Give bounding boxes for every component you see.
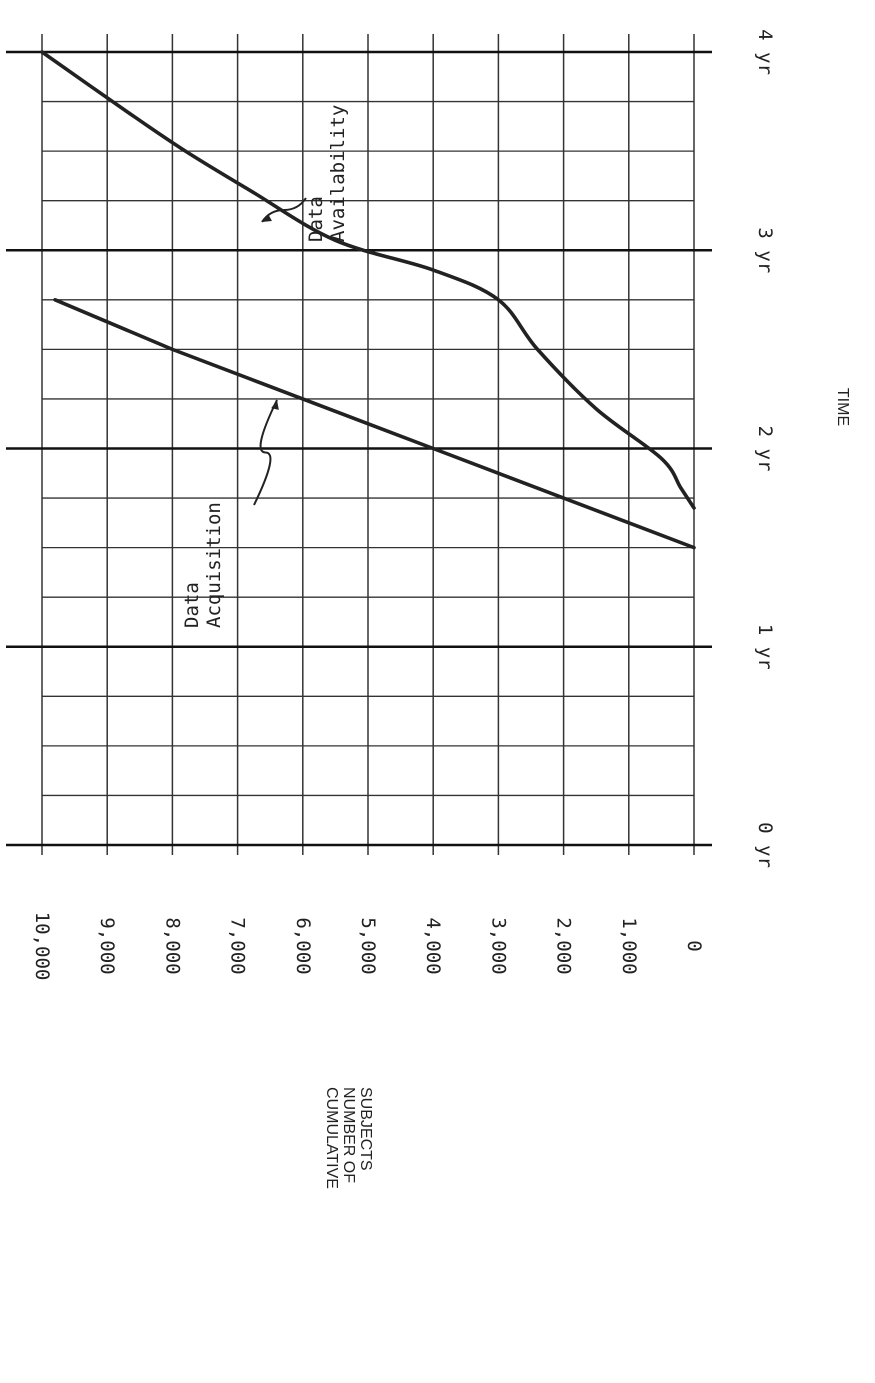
x-axis-title: TIME — [834, 388, 851, 426]
y-tick-label: 0 — [683, 940, 705, 951]
y-tick-label: 5,000 — [357, 917, 379, 974]
label-data-acquisition: Data — [181, 582, 203, 628]
x-tick-label: 3 yr — [754, 227, 776, 273]
y-tick-label: 10,000 — [31, 912, 53, 981]
y-tick-label: 6,000 — [292, 917, 314, 974]
x-tick-label: 0 yr — [754, 822, 776, 868]
label-data-availability: Availability — [327, 105, 349, 242]
y-axis-title: CUMULATIVE NUMBER OF SUBJECTS — [323, 1087, 374, 1189]
grid-minor-lines — [41, 34, 695, 855]
y-tick-label: 1,000 — [618, 917, 640, 974]
y-tick-label: 3,000 — [487, 917, 509, 974]
series-lines — [40, 50, 696, 550]
pointer-arrowhead — [271, 400, 279, 410]
pointer-arrowhead — [262, 214, 272, 222]
x-tick-labels: 0 yr 1 yr 2 yr 3 yr 4 yr — [754, 29, 776, 868]
x-tick-label: 1 yr — [754, 624, 776, 670]
y-tick-label: 9,000 — [96, 917, 118, 974]
y-axis-title-line-3: SUBJECTS — [357, 1087, 374, 1171]
pointer-arrow — [253, 399, 278, 506]
label-data-availability: Data — [305, 196, 327, 242]
series-line-data-availability — [40, 50, 696, 510]
grid-major-lines — [6, 50, 712, 847]
label-data-acquisition: Acquisition — [203, 502, 225, 628]
y-tick-label: 4,000 — [422, 917, 444, 974]
x-tick-label: 2 yr — [754, 426, 776, 472]
y-axis-title-line-1: CUMULATIVE — [323, 1087, 340, 1189]
x-tick-label: 4 yr — [754, 29, 776, 75]
y-tick-label: 8,000 — [161, 917, 183, 974]
y-tick-labels: 0 1,000 2,000 3,000 4,000 5,000 6,000 7,000 8,00… — [31, 912, 705, 981]
y-tick-label: 7,000 — [227, 917, 249, 974]
y-tick-label: 2,000 — [553, 917, 575, 974]
series-line-data-acquisition — [53, 298, 696, 550]
y-axis-title-line-2: NUMBER OF — [340, 1087, 357, 1183]
